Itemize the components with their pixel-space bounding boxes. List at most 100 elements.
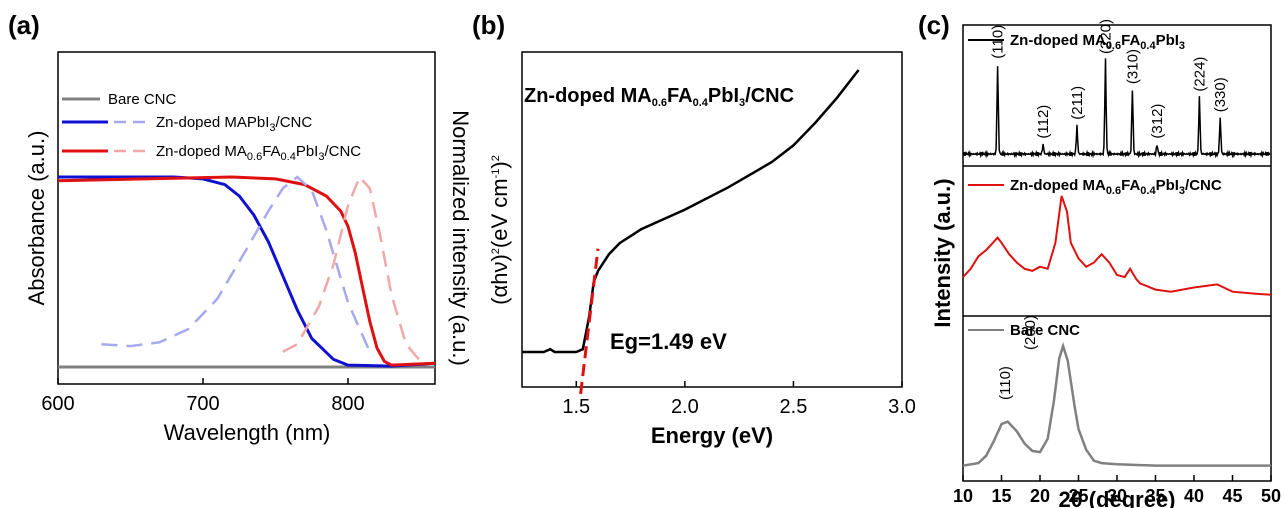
panel-c-label: (c) xyxy=(918,10,950,40)
panel-b-frame xyxy=(521,51,903,388)
panel-c-xtick-label: 15 xyxy=(991,486,1011,506)
panel-c-xtick-label: 20 xyxy=(1030,486,1050,506)
panel-b-ylabel-c: ) xyxy=(487,161,512,168)
c-mid-title-s2: 0.4 xyxy=(1140,185,1156,197)
c-mid-title-s1: 0.6 xyxy=(1106,185,1121,197)
c-top-peak-label: (310) xyxy=(1124,49,1141,84)
c-top-peak-label: (220) xyxy=(1097,19,1114,54)
c-top-peak-label: (110) xyxy=(990,25,1007,59)
panel-c-xtick-label: 45 xyxy=(1222,486,1242,506)
panel-b-title: Zn-doped MA0.6FA0.4PbI3/CNC xyxy=(524,85,794,109)
panel-c-xtick-label: 35 xyxy=(1145,486,1165,506)
legend-mafa-s2: 0.4 xyxy=(281,151,296,163)
panel-b-title-s3: 3 xyxy=(739,97,745,109)
panel-b-xtick-label: 2.0 xyxy=(671,396,699,418)
panel-b-ylabel: (αhν)2(eV cm-1)2 xyxy=(487,155,512,305)
c-mid-title-a: Zn-doped MA xyxy=(1010,177,1106,194)
panel-c-ticks: 10 15 20 25 30 35 40 45 50 xyxy=(953,475,1281,506)
panel-b-series-line xyxy=(522,69,860,354)
c-mid-pattern xyxy=(962,195,1272,296)
panel-a-label: (a) xyxy=(8,10,40,40)
c-top-title: Zn-doped MA0.6FA0.4PbI3 xyxy=(1010,32,1185,52)
panel-b-ylabel-sup3: 2 xyxy=(490,155,502,161)
c-top-peak-label: (312) xyxy=(1149,104,1166,139)
c-top-peak-label: (330) xyxy=(1212,77,1229,112)
legend-mafa-d: /CNC xyxy=(324,143,361,160)
panel-a-xtick-label: 800 xyxy=(331,393,364,415)
panel-b-label: (b) xyxy=(472,10,505,40)
panel-a-xtick-label: 700 xyxy=(186,393,219,415)
panel-c-xtick-label: 40 xyxy=(1184,486,1204,506)
panel-b-series-line xyxy=(579,248,600,395)
panel-a-ylabel-right: Normalized intensity (a.u.) xyxy=(448,110,473,366)
c-top-title-s1: 0.6 xyxy=(1106,40,1121,52)
panel-b-title-d: /CNC xyxy=(745,85,794,107)
panel-a-series-line xyxy=(58,175,436,368)
legend-mafa-c: PbI xyxy=(296,143,319,160)
panel-a-series xyxy=(57,174,436,369)
panel-a-chart: 600 700 800 Bare CNC Zn-doped MAPbI3/CNC Z… xyxy=(24,51,473,445)
legend-mafa-b: FA xyxy=(262,143,280,160)
panel-b-xtick-label: 3.0 xyxy=(888,396,916,418)
legend-mafa-s3: 3 xyxy=(318,151,324,163)
panel-c-chart: 10 15 20 25 30 35 40 45 50 (110)(112)(211)(220)(… xyxy=(930,19,1281,508)
panel-b-title-c: PbI xyxy=(708,85,739,107)
panel-a-frame xyxy=(57,51,436,385)
panel-a-xtick-label: 600 xyxy=(41,393,74,415)
c-top-peak-label: (112) xyxy=(1035,105,1052,139)
c-top-title-a: Zn-doped MA xyxy=(1010,32,1106,49)
c-mid-title-d: /CNC xyxy=(1185,177,1222,194)
c-top-title-b: FA xyxy=(1121,32,1140,49)
legend-mapbi3-a: Zn-doped MAPbI xyxy=(156,114,269,131)
c-top-pattern xyxy=(962,58,1271,159)
panel-b-title-s1: 0.6 xyxy=(652,97,667,109)
legend-mafa-s1: 0.6 xyxy=(247,151,262,163)
c-mid-title-c: PbI xyxy=(1156,177,1179,194)
c-top-title-s3: 3 xyxy=(1179,40,1185,52)
panel-b-ylabel-a: (αhν) xyxy=(487,254,512,305)
legend-mapbi3-sub: 3 xyxy=(269,122,275,134)
c-top-title-c: PbI xyxy=(1156,32,1179,49)
c-top-title-s2: 0.4 xyxy=(1140,40,1156,52)
panel-b-xtick-label: 1.5 xyxy=(562,396,590,418)
c-mid-title-s3: 3 xyxy=(1179,185,1185,197)
panel-a-xlabel: Wavelength (nm) xyxy=(164,420,331,445)
panel-b-series xyxy=(522,69,860,395)
panel-c-xtick-label: 25 xyxy=(1068,486,1088,506)
panel-a-ticks: 600 700 800 xyxy=(41,378,365,415)
panel-a-series-line xyxy=(101,175,371,353)
legend-text-mafa: Zn-doped MA0.6FA0.4PbI3/CNC xyxy=(156,143,361,163)
c-top-peak-label: (224) xyxy=(1191,57,1208,92)
panel-b-title-s2: 0.4 xyxy=(693,97,709,109)
legend-mapbi3-tail: /CNC xyxy=(276,114,313,131)
c-mid-title: Zn-doped MA0.6FA0.4PbI3/CNC xyxy=(1010,177,1222,197)
c-bot-peak-label: (200) xyxy=(1022,315,1039,350)
c-bot-peak-label: (110) xyxy=(997,366,1014,400)
panel-a-series-line xyxy=(57,175,436,367)
panel-b-chart: 1.5 2.0 2.5 3.0 Zn-doped MA0.6FA0.4PbI3/CNC… xyxy=(487,51,916,448)
c-mid-title-b: FA xyxy=(1121,177,1140,194)
c-bot-title: Bare CNC xyxy=(1010,322,1080,339)
c-top-peak-label: (211) xyxy=(1069,86,1086,120)
panel-c-xlabel: 2θ (degree) xyxy=(1058,487,1175,508)
legend-text-mapbi3: Zn-doped MAPbI3/CNC xyxy=(156,114,312,134)
panel-b-ylabel-sup2: -1 xyxy=(490,169,502,179)
panel-b-ticks: 1.5 2.0 2.5 3.0 xyxy=(562,381,916,418)
panel-a-series-line xyxy=(282,174,422,363)
panel-b-ylabel-b: (eV cm xyxy=(487,178,512,248)
panel-b-title-b: FA xyxy=(667,85,693,107)
panel-b-ylabel-sup1: 2 xyxy=(490,248,502,254)
panel-c-xtick-label: 50 xyxy=(1261,486,1281,506)
c-bot-pattern xyxy=(962,341,1271,467)
panel-c-ylabel: Intensity (a.u.) xyxy=(930,178,955,327)
panel-c-xtick-label: 10 xyxy=(953,486,973,506)
panel-b-xlabel: Energy (eV) xyxy=(651,423,773,448)
legend-mafa-a: Zn-doped MA xyxy=(156,143,247,160)
panel-c-series: (110) (112) (211) (220) (310) (312) (224)(330)… xyxy=(962,19,1272,467)
panel-a-legend: Bare CNC Zn-doped MAPbI3/CNC Zn-doped MA… xyxy=(62,91,361,163)
legend-text-bare-cnc: Bare CNC xyxy=(108,91,177,108)
panel-b-xtick-label: 2.5 xyxy=(780,396,808,418)
panel-b-title-a: Zn-doped MA xyxy=(524,85,652,107)
panel-a-ylabel-left: Absorbance (a.u.) xyxy=(24,131,49,306)
